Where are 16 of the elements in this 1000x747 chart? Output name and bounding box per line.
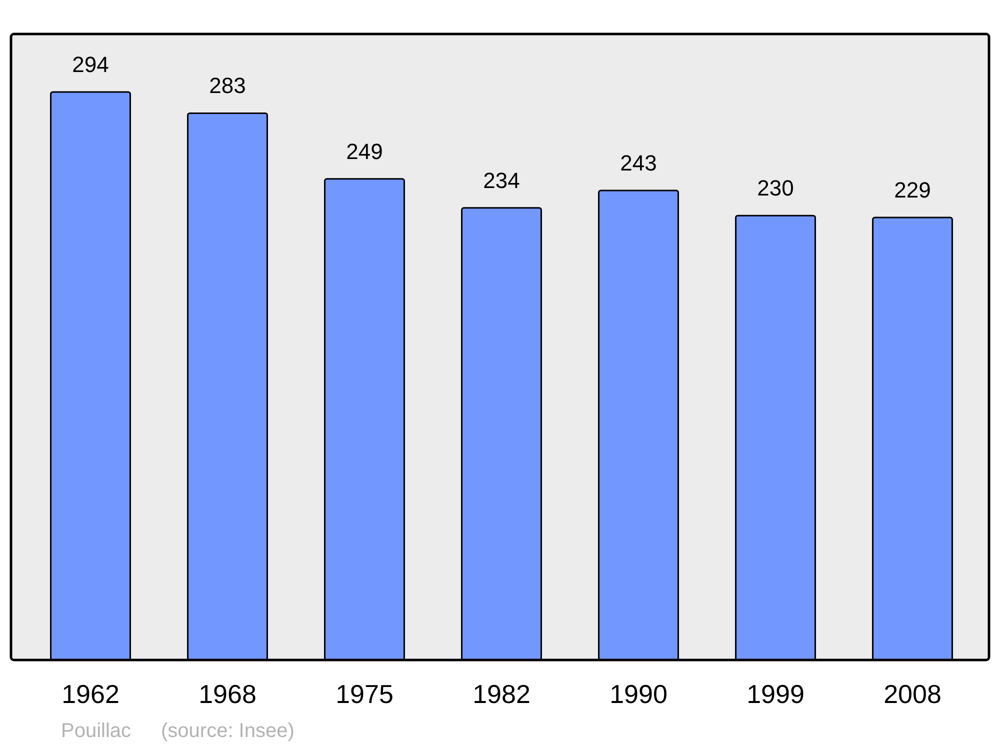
text: Pouillac (61, 720, 132, 742)
x-tick-label: 1975 (336, 679, 394, 709)
data-label: 283 (209, 73, 246, 98)
data-label: 234 (483, 168, 520, 193)
x-tick-label: 1982 (472, 679, 530, 709)
data-label: 243 (620, 150, 657, 176)
data-label: 249 (346, 138, 383, 164)
data-label: 230 (757, 176, 794, 201)
x-tick-label: 1962 (62, 679, 120, 709)
data-label: 294 (72, 52, 109, 77)
text: (source: Insee) (161, 720, 294, 742)
x-tick-label: 1968 (198, 679, 256, 709)
data-label: 229 (894, 178, 931, 203)
x-tick-label: 2008 (884, 679, 942, 709)
x-tick-label: 1999 (746, 679, 804, 709)
x-tick-label: 1990 (610, 679, 668, 709)
